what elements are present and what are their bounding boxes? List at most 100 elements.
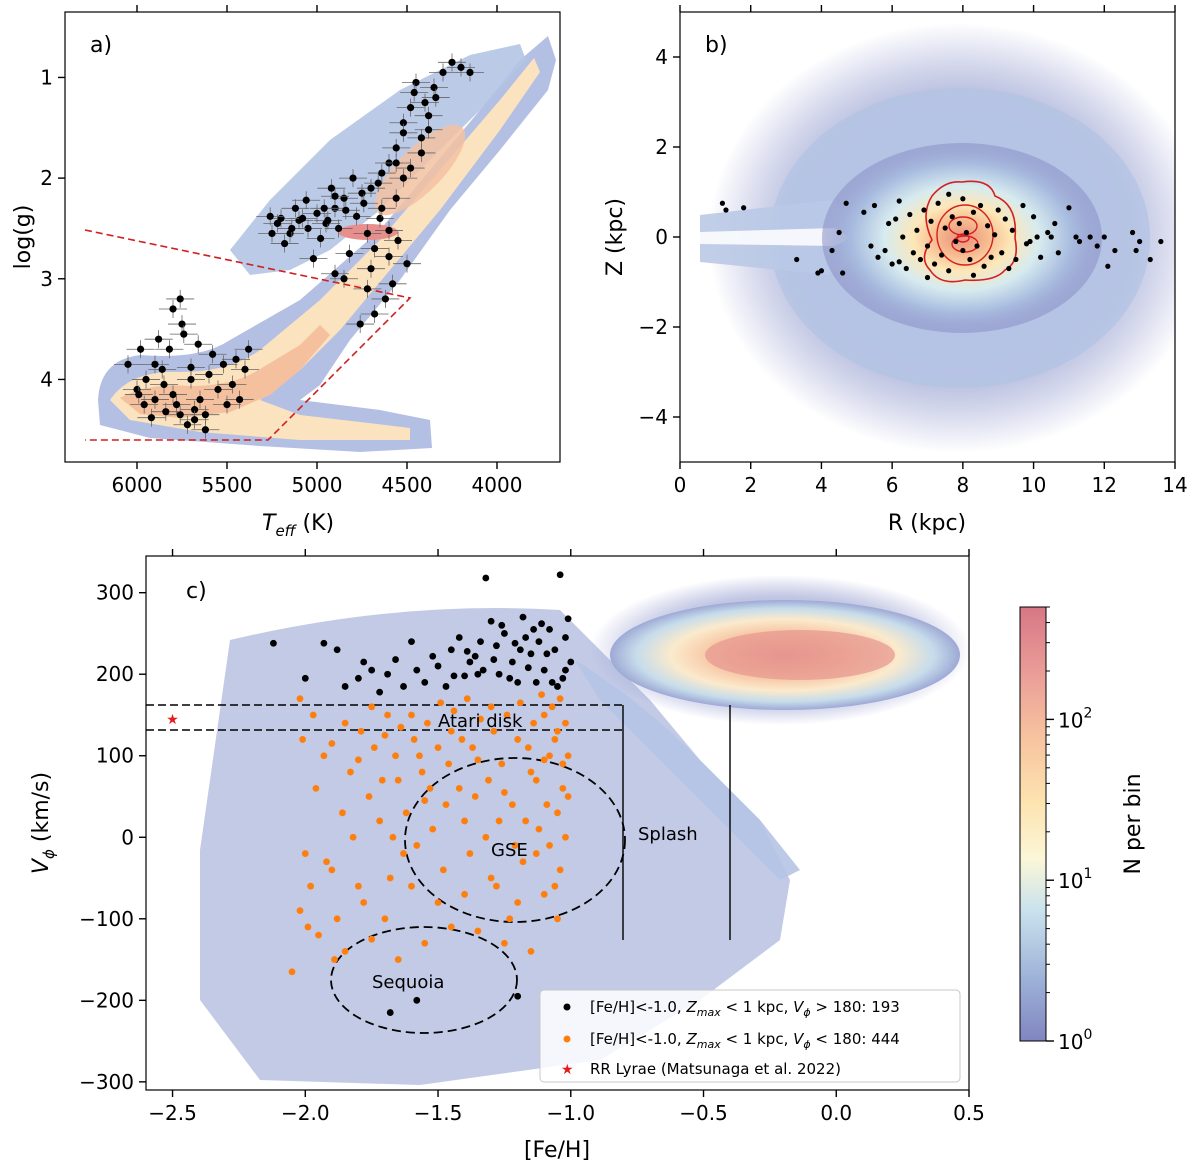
star-point (914, 227, 920, 233)
star-point (245, 345, 253, 353)
orange-star-point (309, 711, 317, 719)
orange-star-point (296, 907, 304, 915)
orange-star-point (328, 866, 336, 874)
star-point (1038, 254, 1044, 260)
y-tick-label: 200 (96, 662, 134, 686)
orange-star-point (508, 801, 516, 809)
panel-b-ticks: 0 2 4 6 8 10 12 14 −4 −2 0 2 4 (639, 5, 1188, 497)
star-point (432, 93, 440, 102)
density-rgb-warm (374, 124, 466, 216)
panel-c-stars: ★ (166, 571, 575, 1016)
star-point (960, 196, 966, 202)
orange-star-point (503, 711, 511, 719)
x-tick-label: 5000 (292, 473, 343, 497)
orange-star-point (368, 935, 376, 943)
orange-star-point (421, 797, 429, 804)
black-star-point (386, 1009, 394, 1016)
black-star-point (554, 683, 561, 690)
x-tick-label: 6000 (112, 473, 163, 497)
black-star-point (490, 656, 498, 663)
black-star-point (413, 996, 421, 1004)
star-point (349, 174, 357, 182)
orange-star-point (469, 744, 476, 751)
black-star-point (498, 621, 506, 629)
y-tick-label: 300 (96, 581, 134, 605)
star-point (921, 207, 927, 213)
black-star-point (532, 678, 540, 686)
orange-star-point (562, 719, 569, 727)
x-tick-label: 8 (956, 473, 969, 497)
star-point (124, 360, 132, 368)
panel-b-ylabel: Z (kpc) (603, 198, 628, 276)
orange-star-point (455, 784, 463, 792)
orange-star-point (564, 752, 572, 760)
star-point (999, 250, 1005, 256)
star-point (327, 184, 335, 192)
star-point (1112, 247, 1118, 254)
star-point (191, 406, 199, 414)
density-disk-gap (700, 228, 850, 246)
orange-star-point (471, 793, 479, 800)
star-point (417, 149, 425, 157)
panel-a-density (98, 36, 556, 452)
star-point (935, 200, 941, 206)
orange-star-point (501, 939, 508, 947)
black-star-point (455, 634, 463, 641)
y-tick-label: −4 (639, 405, 668, 429)
legend-orange-zsub: max (697, 1038, 721, 1051)
orange-star-point (288, 968, 296, 976)
black-star-point (562, 666, 569, 674)
orange-star-point (463, 695, 471, 703)
star-point (875, 254, 881, 260)
black-star-point (471, 652, 479, 660)
orange-star-point (554, 727, 561, 735)
star-point (169, 305, 177, 313)
star-point (299, 214, 307, 222)
orange-star-point (354, 756, 362, 764)
star-point (407, 104, 415, 112)
star-point (266, 212, 274, 220)
black-star-point (511, 639, 519, 647)
black-star-point (562, 634, 569, 641)
star-point (137, 345, 145, 353)
star-point (896, 259, 902, 265)
panel-a-frame (64, 11, 561, 463)
star-point (392, 144, 400, 152)
star-point (946, 191, 952, 197)
star-point (412, 78, 420, 87)
legend: [Fe/H]<-1.0, Zmax < 1 kpc, Vϕ > 180: 193… (539, 989, 961, 1083)
star-point (385, 253, 393, 261)
orange-star-point (535, 825, 543, 833)
orange-star-point (400, 850, 407, 857)
star-point (219, 360, 227, 368)
x-tick-label: 14 (1162, 473, 1187, 497)
star-point (417, 134, 425, 142)
x-tick-label: 5500 (202, 473, 253, 497)
black-star-point (540, 666, 548, 674)
star-point (794, 256, 800, 263)
legend-orange-vsub: ϕ (803, 1038, 810, 1051)
star-point (291, 204, 299, 212)
legend-black-v: V (793, 998, 805, 1016)
black-star-point (413, 666, 421, 674)
colorbar-tick-label: 100 (1058, 1027, 1092, 1054)
star-point (367, 184, 375, 192)
black-star-point (408, 638, 415, 646)
star-point (378, 204, 386, 212)
star-point (196, 395, 204, 404)
legend-black-zsub: max (697, 1006, 721, 1019)
orange-star-point (538, 691, 545, 698)
panel-a-xlabel-unit: (K) (296, 511, 335, 536)
gse-label: GSE (491, 840, 528, 861)
star-point (363, 229, 371, 238)
star-point (399, 174, 407, 182)
star-point (903, 265, 909, 272)
star-point (236, 395, 244, 404)
star-point (1006, 265, 1012, 272)
star-point (981, 263, 987, 269)
star-point (910, 250, 916, 256)
x-tick-label: 10 (1021, 473, 1046, 497)
black-star-point (516, 646, 524, 654)
legend-marker-star: ★ (561, 1062, 574, 1078)
star-point (273, 219, 281, 228)
